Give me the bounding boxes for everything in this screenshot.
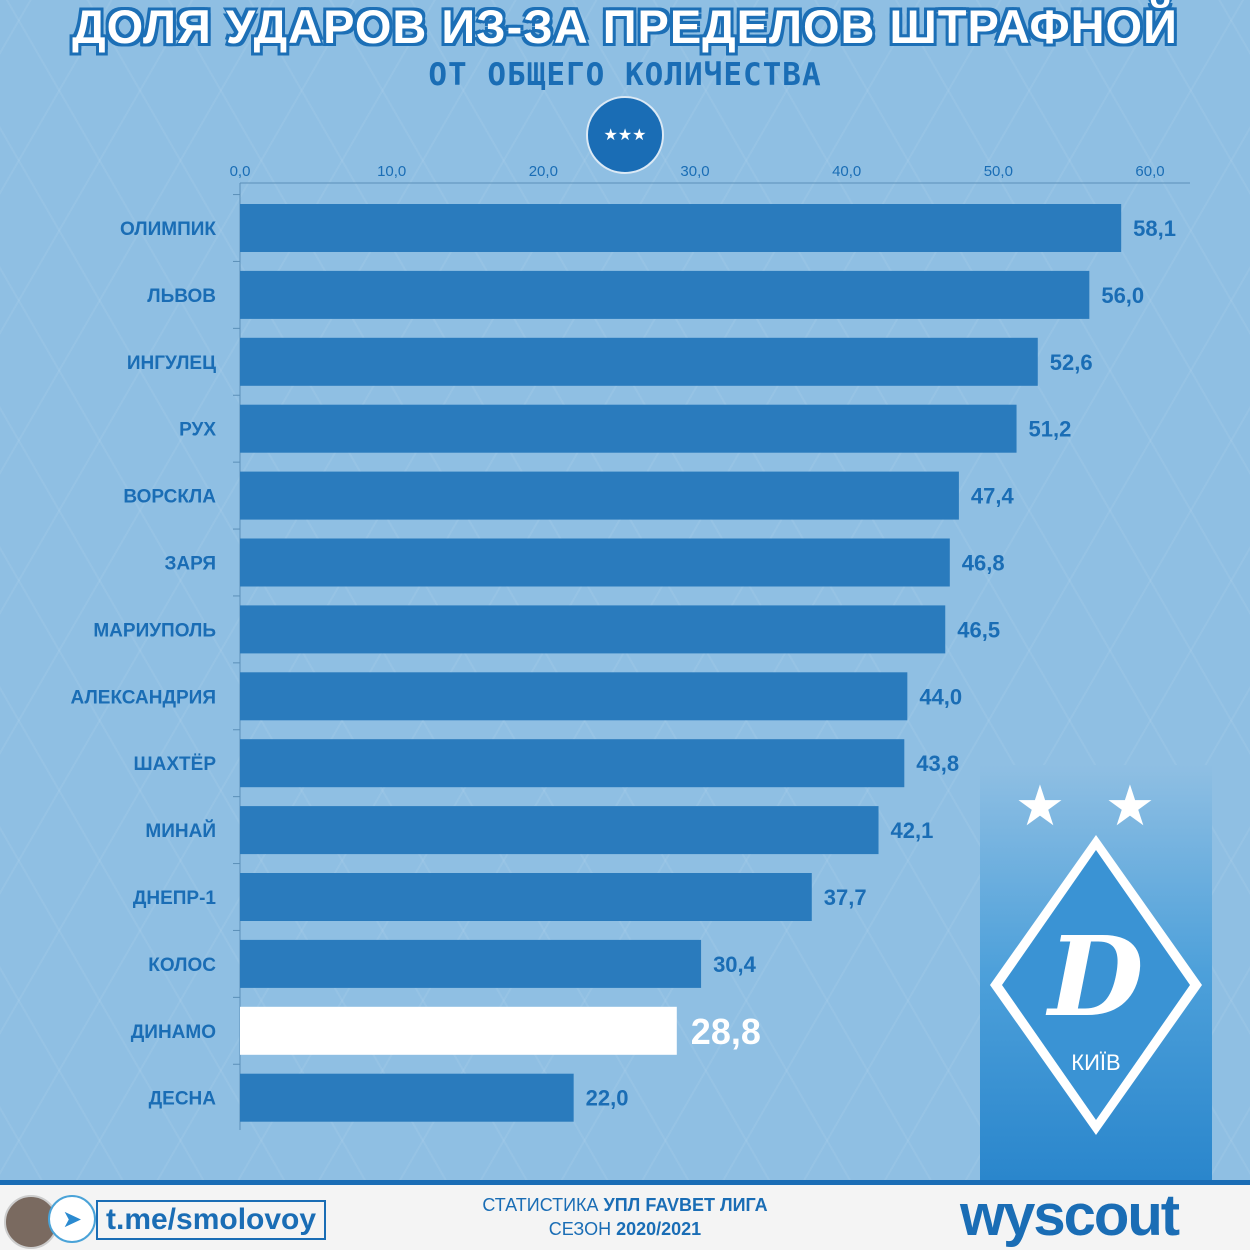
category-label: ИНГУЛЕЦ xyxy=(127,353,216,374)
season-prefix: СЕЗОН xyxy=(548,1219,612,1239)
category-label: КОЛОС xyxy=(148,955,216,976)
bar xyxy=(240,337,1038,386)
stat-prefix: СТАТИСТИКА xyxy=(482,1195,599,1215)
category-label: ДНЕПР-1 xyxy=(133,888,217,909)
bar xyxy=(240,672,908,721)
svg-text:D: D xyxy=(1045,912,1143,1041)
x-tick-label: 20,0 xyxy=(529,163,558,180)
value-label: 56,0 xyxy=(1101,283,1144,308)
category-label: ДИНАМО xyxy=(131,1022,216,1043)
value-label: 52,6 xyxy=(1050,350,1093,375)
x-tick-label: 30,0 xyxy=(680,163,709,180)
bar xyxy=(240,471,959,520)
bar xyxy=(240,404,1017,453)
category-label: ДЕСНА xyxy=(149,1089,217,1110)
value-label: 44,0 xyxy=(919,684,962,709)
value-label: 46,5 xyxy=(957,617,1000,642)
value-label: 43,8 xyxy=(916,751,959,776)
category-label: АЛЕКСАНДРИЯ xyxy=(70,687,216,708)
value-label: 22,0 xyxy=(586,1086,629,1111)
category-label: ВОРСКЛА xyxy=(123,487,216,508)
x-tick-label: 0,0 xyxy=(230,163,251,180)
svg-text:★: ★ xyxy=(1015,774,1065,837)
svg-text:КИЇВ: КИЇВ xyxy=(1071,1050,1120,1075)
bar xyxy=(240,204,1122,252)
dynamo-logo-panel: ★ ★ D КИЇВ xyxy=(980,765,1212,1180)
telegram-icon[interactable]: ➤ xyxy=(48,1195,96,1243)
bar xyxy=(240,538,950,587)
x-tick-label: 10,0 xyxy=(377,163,406,180)
value-label: 58,1 xyxy=(1133,216,1176,241)
category-label: ШАХТЁР xyxy=(134,754,217,775)
x-tick-label: 60,0 xyxy=(1135,163,1164,180)
value-label: 51,2 xyxy=(1029,417,1072,442)
value-label: 28,8 xyxy=(691,1011,761,1052)
league-logo-icon: ★★★ xyxy=(586,96,664,174)
value-label: 46,8 xyxy=(962,551,1005,576)
bar xyxy=(240,873,812,921)
bar xyxy=(240,939,702,988)
bar xyxy=(240,270,1090,319)
category-label: ЛЬВОВ xyxy=(147,286,216,307)
dynamo-logo-icon: ★ ★ D КИЇВ xyxy=(990,774,1202,1135)
bar xyxy=(240,1073,574,1122)
bar xyxy=(240,739,905,788)
bar xyxy=(240,605,946,654)
season: 2020/2021 xyxy=(616,1219,702,1239)
stat-league: УПЛ FAVBET ЛИГА xyxy=(603,1195,768,1215)
value-label: 42,1 xyxy=(891,818,934,843)
category-label: ЗАРЯ xyxy=(165,554,216,575)
svg-text:★: ★ xyxy=(1105,774,1155,837)
value-label: 47,4 xyxy=(971,484,1015,509)
bar-chart: 0,0 10,0 20,0 30,0 40,0 50,0 60,0 ОЛИМПИК 58,1 ЛЬ… xyxy=(70,163,1190,1130)
wyscout-logo: wyscout xyxy=(960,1183,1180,1248)
x-tick-label: 50,0 xyxy=(984,163,1013,180)
category-label: ОЛИМПИК xyxy=(120,219,216,240)
category-label: МИНАЙ xyxy=(145,820,216,842)
stat-source: СТАТИСТИКА УПЛ FAVBET ЛИГА СЕЗОН 2020/20… xyxy=(400,1193,850,1241)
value-label: 37,7 xyxy=(824,885,867,910)
chart-title: ДОЛЯ УДАРОВ ИЗ-ЗА ПРЕДЕЛОВ ШТРАФНОЙ xyxy=(72,0,1178,53)
footer: ➤ t.me/smolovoy СТАТИСТИКА УПЛ FAVBET ЛИ… xyxy=(0,1180,1250,1250)
bar xyxy=(240,1006,677,1055)
value-label: 30,4 xyxy=(713,952,757,977)
chart-subtitle: ОТ ОБЩЕГО КОЛИЧЕСТВА xyxy=(428,57,822,93)
category-label: РУХ xyxy=(179,420,216,441)
telegram-link[interactable]: t.me/smolovoy xyxy=(96,1200,327,1240)
bar xyxy=(240,806,879,855)
category-label: МАРИУПОЛЬ xyxy=(93,620,216,641)
x-tick-label: 40,0 xyxy=(832,163,861,180)
